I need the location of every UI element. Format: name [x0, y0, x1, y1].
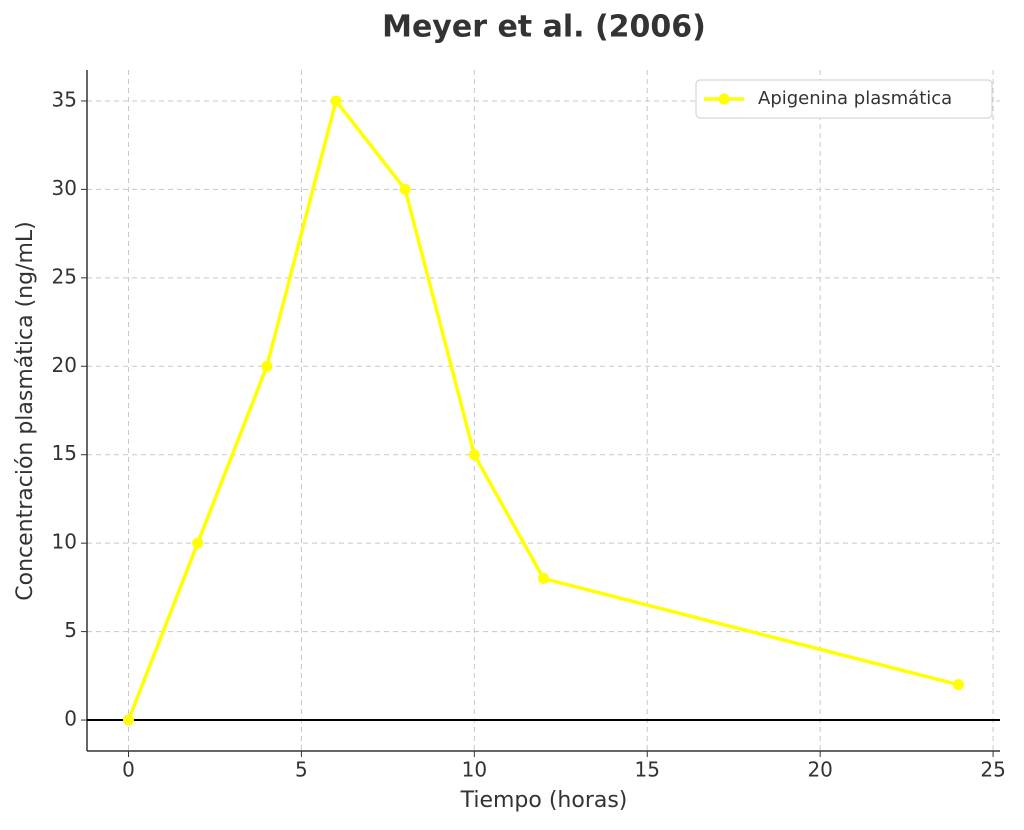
legend: Apigenina plasmática [695, 79, 993, 119]
x-tick-label: 5 [295, 758, 308, 782]
y-tick-label: 10 [52, 530, 77, 554]
y-tick-label: 5 [64, 618, 77, 642]
y-tick-label: 20 [52, 353, 77, 377]
y-tick-label: 35 [52, 87, 77, 111]
legend-box [695, 79, 993, 119]
x-tick-label: 0 [122, 758, 135, 782]
y-tick-label: 30 [52, 176, 77, 200]
x-tick-label: 10 [462, 758, 487, 782]
y-axis-label: Concentración plasmática (ng/mL) [13, 221, 38, 601]
marker [261, 360, 273, 372]
legend-label: Apigenina plasmática [758, 88, 952, 109]
x-axis-label: Tiempo (horas) [460, 788, 628, 813]
chart-title: Meyer et al. (2006) [382, 10, 706, 45]
line [126, 97, 959, 721]
x-tick-label: 25 [980, 758, 1005, 782]
marker [123, 714, 134, 726]
marker [192, 537, 204, 549]
marker [468, 449, 480, 461]
marker [330, 95, 342, 107]
legend-marker [718, 93, 730, 105]
y-tick-label: 0 [64, 707, 77, 731]
marker [953, 679, 964, 691]
marker [538, 573, 549, 585]
y-tick-label: 25 [52, 264, 77, 288]
x-tick-label: 20 [807, 758, 832, 782]
y-tick-label: 15 [52, 441, 77, 465]
x-tick-label: 15 [635, 758, 660, 782]
marker [399, 183, 411, 195]
